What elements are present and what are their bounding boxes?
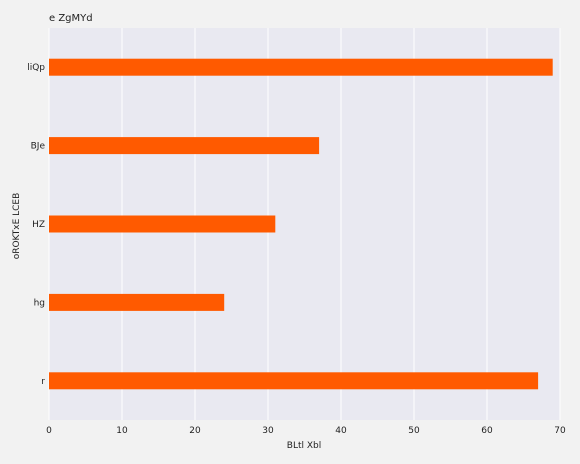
x-tick-labels: 0 10 20 30 40 50 60 70: [46, 426, 566, 436]
x-tick-label: 40: [335, 426, 347, 436]
x-axis-label: BLtl Xbl: [287, 441, 321, 451]
bar-hg: [49, 293, 225, 311]
bar-HZ: [49, 215, 276, 233]
x-tick-label: 0: [46, 426, 52, 436]
y-tick-labels: liQp BJe HZ hg r: [27, 63, 45, 387]
bars: [49, 58, 553, 390]
y-axis-label: oROKTxE LCEB: [12, 193, 22, 260]
y-tick-label: BJe: [31, 142, 46, 152]
y-tick-label: liQp: [27, 63, 45, 73]
y-tick-label: hg: [34, 298, 45, 308]
x-tick-label: 30: [262, 426, 274, 436]
y-tick-label: HZ: [32, 220, 45, 230]
y-tick-label: r: [41, 377, 45, 387]
x-tick-label: 60: [481, 426, 493, 436]
chart-title: e ZgMYd: [49, 13, 93, 24]
x-tick-label: 20: [189, 426, 201, 436]
bar-BJe: [49, 137, 320, 155]
x-tick-label: 10: [116, 426, 128, 436]
bar-liQp: [49, 58, 553, 76]
x-tick-label: 70: [554, 426, 566, 436]
x-tick-label: 50: [408, 426, 420, 436]
bar-r: [49, 372, 539, 390]
